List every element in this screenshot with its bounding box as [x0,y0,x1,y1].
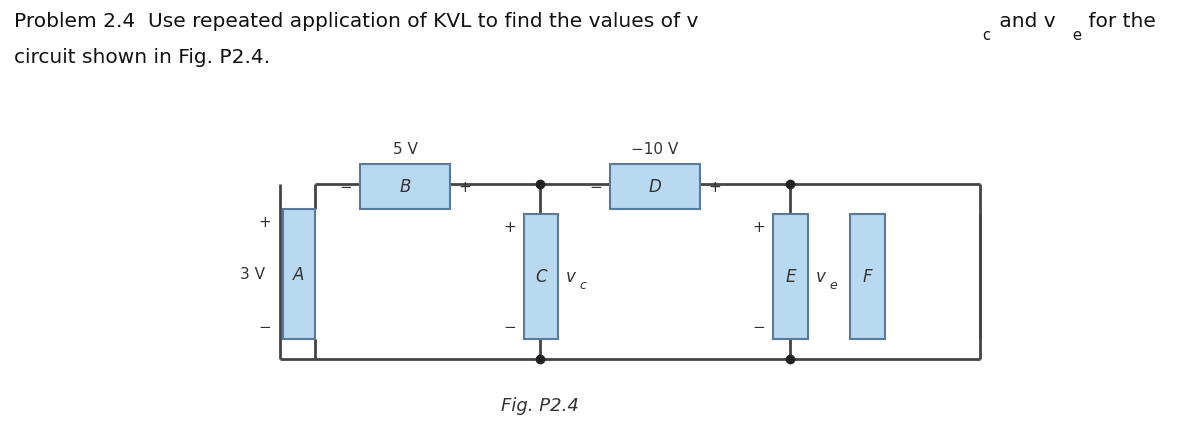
Text: C: C [535,268,547,286]
Text: −10 V: −10 V [631,141,679,157]
Bar [610,165,700,209]
Text: Problem 2.4  Use repeated application of KVL to find the values of v: Problem 2.4 Use repeated application of … [14,12,698,31]
Text: c: c [982,28,990,43]
Text: e: e [829,278,836,291]
Text: F: F [863,268,872,286]
Text: −: − [503,319,516,334]
Text: −: − [752,319,766,334]
Text: E: E [785,268,796,286]
Text: +: + [258,215,271,230]
Text: and v: and v [994,12,1056,31]
Text: D: D [649,178,661,196]
Text: 5 V: 5 V [392,141,418,157]
Bar [360,165,450,209]
Text: for the: for the [1082,12,1156,31]
Bar [850,215,886,339]
Text: B: B [400,178,410,196]
Text: v: v [816,268,826,286]
Text: c: c [580,278,586,291]
Text: −: − [340,180,352,194]
Text: −: − [258,319,271,334]
Text: v: v [566,268,576,286]
Text: +: + [458,180,470,194]
Text: +: + [503,219,516,234]
Text: A: A [293,265,305,283]
Text: e: e [1072,28,1081,43]
Text: Fig. P2.4: Fig. P2.4 [502,396,578,414]
Bar [283,209,314,339]
Text: 3 V: 3 V [240,267,265,282]
Bar [524,215,558,339]
Text: −: − [589,180,602,194]
Text: +: + [752,219,766,234]
Text: +: + [708,180,721,194]
Bar [773,215,808,339]
Text: circuit shown in Fig. P2.4.: circuit shown in Fig. P2.4. [14,48,270,67]
